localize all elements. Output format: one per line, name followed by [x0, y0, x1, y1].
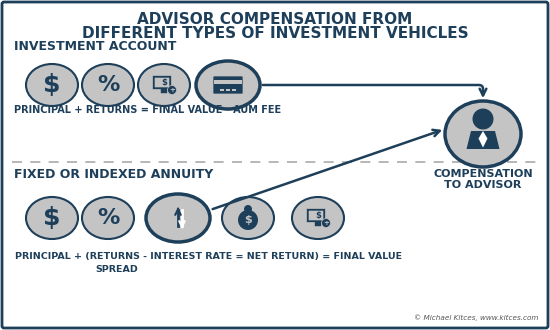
Ellipse shape	[138, 64, 190, 106]
Ellipse shape	[26, 64, 78, 106]
Text: © Michael Kitces, www.kitces.com: © Michael Kitces, www.kitces.com	[414, 315, 538, 321]
Text: $: $	[43, 73, 60, 97]
Text: TO ADVISOR: TO ADVISOR	[444, 180, 522, 190]
Ellipse shape	[292, 197, 344, 239]
Ellipse shape	[82, 64, 134, 106]
Circle shape	[322, 218, 331, 227]
Text: SPREAD: SPREAD	[95, 265, 138, 274]
FancyBboxPatch shape	[161, 89, 167, 93]
Ellipse shape	[196, 61, 260, 109]
Polygon shape	[478, 131, 487, 148]
Ellipse shape	[445, 101, 521, 167]
Ellipse shape	[222, 197, 274, 239]
Text: ADVISOR COMPENSATION FROM: ADVISOR COMPENSATION FROM	[138, 12, 412, 26]
Text: $: $	[316, 211, 321, 220]
Circle shape	[472, 109, 493, 129]
Polygon shape	[466, 131, 499, 149]
FancyBboxPatch shape	[213, 76, 243, 94]
Text: $: $	[162, 78, 167, 87]
Bar	[220, 89, 224, 91]
Circle shape	[238, 210, 258, 230]
FancyBboxPatch shape	[306, 209, 326, 222]
Bar	[214, 80, 242, 84]
Text: PRINCIPAL + (RETURNS - INTEREST RATE = NET RETURN) = FINAL VALUE: PRINCIPAL + (RETURNS - INTEREST RATE = N…	[15, 251, 402, 260]
Text: %: %	[97, 208, 119, 228]
FancyBboxPatch shape	[309, 211, 323, 220]
Text: PRINCIPAL + RETURNS = FINAL VALUE - AUM FEE: PRINCIPAL + RETURNS = FINAL VALUE - AUM …	[14, 105, 281, 115]
Text: DIFFERENT TYPES OF INVESTMENT VEHICLES: DIFFERENT TYPES OF INVESTMENT VEHICLES	[82, 25, 468, 41]
FancyBboxPatch shape	[152, 76, 172, 89]
Circle shape	[168, 85, 177, 94]
Ellipse shape	[26, 197, 78, 239]
FancyBboxPatch shape	[155, 78, 169, 87]
Ellipse shape	[146, 194, 210, 242]
Text: $: $	[43, 206, 60, 230]
Bar	[226, 89, 230, 91]
Ellipse shape	[82, 197, 134, 239]
Text: +: +	[169, 87, 175, 93]
Text: $: $	[244, 215, 252, 225]
Circle shape	[244, 205, 252, 213]
Text: INVESTMENT ACCOUNT: INVESTMENT ACCOUNT	[14, 41, 177, 53]
Text: +: +	[323, 220, 329, 226]
Text: FIXED OR INDEXED ANNUITY: FIXED OR INDEXED ANNUITY	[14, 168, 213, 181]
FancyBboxPatch shape	[315, 222, 321, 226]
Bar	[232, 89, 236, 91]
Text: %: %	[97, 75, 119, 95]
Text: COMPENSATION: COMPENSATION	[433, 169, 533, 179]
